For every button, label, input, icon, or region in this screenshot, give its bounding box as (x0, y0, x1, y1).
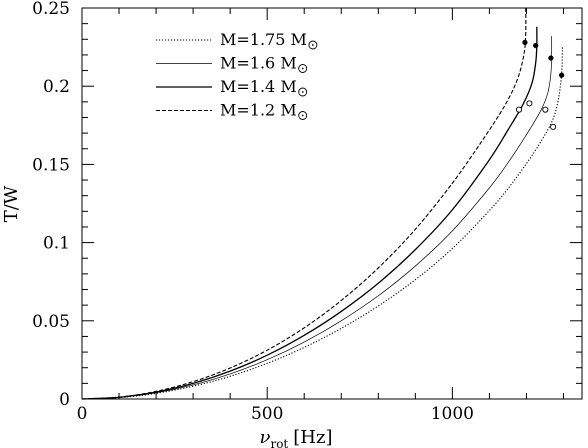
x-tick-label: 1000 (431, 404, 474, 424)
open-marker (542, 106, 549, 113)
y-tick-label: 0.25 (32, 0, 70, 19)
x-axis-label: νrot [Hz] (260, 427, 333, 448)
filled-marker (522, 39, 528, 46)
y-tick-label: 0 (59, 390, 70, 410)
series-line (81, 36, 553, 400)
legend-sun-dot (301, 67, 304, 70)
legend-sun-dot (301, 114, 304, 117)
series-line (81, 26, 538, 400)
legend: M=1.75 M M=1.6 M M=1.4 M M=1.2 M (156, 30, 318, 120)
legend-sun-symbol (298, 87, 308, 97)
legend-sun-symbol (308, 40, 318, 50)
open-marker (515, 106, 523, 113)
legend-label: M=1.2 M (220, 101, 297, 120)
series-layer (81, 7, 563, 400)
legend-sun-dot (311, 44, 314, 46)
y-tick-label: 0.2 (43, 77, 70, 97)
y-tick-label: 0.15 (32, 155, 70, 175)
legend-label: M=1.75 M (220, 30, 307, 49)
series-line (81, 45, 563, 400)
legend-label: M=1.4 M (220, 77, 297, 96)
legend-label: M=1.6 M (220, 54, 297, 73)
open-marker (550, 123, 557, 130)
plot-frame (81, 7, 583, 400)
legend-sun-symbol (298, 64, 308, 73)
x-tick-label: 0 (77, 404, 88, 424)
axis-ticks (81, 7, 582, 400)
series-line (81, 7, 527, 400)
x-tick-labels: 0 500 1000 (77, 404, 474, 424)
filled-marker (548, 55, 554, 61)
y-tick-labels: 0 0.05 0.1 0.15 0.2 0.25 (32, 0, 70, 410)
open-marker (526, 100, 533, 107)
marker-layer (515, 39, 565, 130)
y-tick-label: 0.1 (43, 234, 70, 254)
x-tick-label: 500 (251, 404, 283, 424)
filled-marker (558, 72, 565, 78)
y-tick-label: 0.05 (32, 312, 70, 332)
filled-marker (533, 42, 539, 49)
legend-sun-symbol (298, 111, 308, 120)
legend-sun-dot (301, 91, 304, 93)
y-axis-label: T/W (1, 185, 22, 222)
